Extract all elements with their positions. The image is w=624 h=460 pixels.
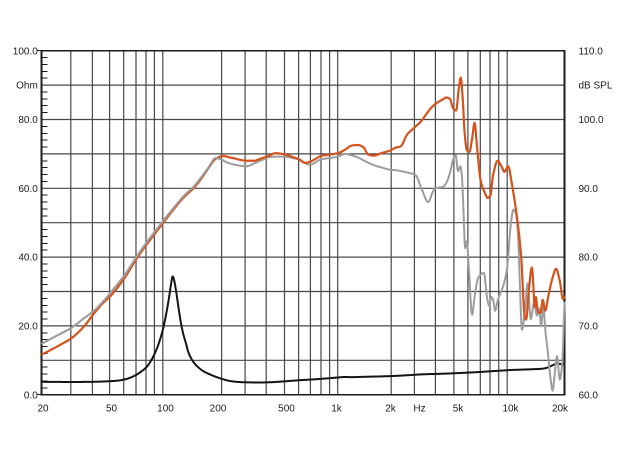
svg-text:10k: 10k: [502, 403, 519, 414]
svg-text:40.0: 40.0: [18, 253, 38, 264]
svg-text:70.0: 70.0: [579, 322, 599, 333]
svg-text:80.0: 80.0: [579, 253, 599, 264]
svg-text:2k: 2k: [385, 403, 397, 414]
svg-text:dB SPL: dB SPL: [579, 81, 613, 92]
svg-text:Ohm: Ohm: [16, 81, 38, 92]
svg-text:20k: 20k: [552, 403, 569, 414]
svg-text:100: 100: [157, 403, 174, 414]
svg-text:500: 500: [278, 403, 295, 414]
svg-text:110.0: 110.0: [579, 46, 604, 57]
svg-text:60.0: 60.0: [579, 390, 599, 401]
svg-text:90.0: 90.0: [579, 184, 599, 195]
svg-text:100.0: 100.0: [579, 115, 604, 126]
svg-text:60.0: 60.0: [18, 184, 38, 195]
svg-text:20: 20: [37, 403, 49, 414]
svg-text:50: 50: [106, 403, 118, 414]
svg-text:20.0: 20.0: [18, 322, 38, 333]
svg-text:1k: 1k: [331, 403, 343, 414]
svg-text:200: 200: [210, 403, 227, 414]
svg-text:100.0: 100.0: [13, 46, 38, 57]
svg-text:5k: 5k: [453, 403, 465, 414]
svg-text:0.0: 0.0: [24, 390, 38, 401]
svg-text:Hz: Hz: [413, 403, 425, 414]
svg-text:80.0: 80.0: [18, 115, 38, 126]
